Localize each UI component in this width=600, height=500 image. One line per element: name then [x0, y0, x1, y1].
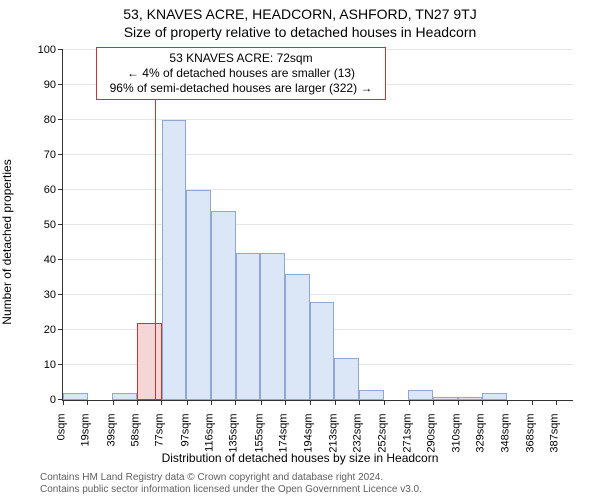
xtick-label: 58sqm	[130, 414, 141, 464]
xtick-mark	[161, 400, 162, 405]
ytick-label: 100	[16, 45, 56, 56]
ytick-mark	[58, 329, 63, 330]
grid-line	[63, 189, 573, 190]
xtick-mark	[409, 400, 410, 405]
histogram-bar	[236, 253, 261, 400]
histogram-bar	[260, 253, 285, 400]
xtick-label: 39sqm	[106, 414, 117, 464]
footer-line-2: Contains public sector information licen…	[40, 484, 422, 496]
xtick-mark	[482, 400, 483, 405]
xtick-mark	[556, 400, 557, 405]
ytick-label: 60	[16, 185, 56, 196]
xtick-label: 213sqm	[328, 414, 339, 464]
histogram-bar	[433, 397, 458, 401]
xtick-mark	[63, 400, 64, 405]
xtick-label: 348sqm	[500, 414, 511, 464]
callout-box: 53 KNAVES ACRE: 72sqm← 4% of detached ho…	[96, 47, 386, 100]
xtick-mark	[235, 400, 236, 405]
histogram-bar	[285, 274, 310, 400]
grid-line	[63, 294, 573, 295]
xtick-mark	[458, 400, 459, 405]
xtick-mark	[433, 400, 434, 405]
xtick-label: 174sqm	[278, 414, 289, 464]
histogram-bar	[211, 211, 236, 400]
xtick-label: 155sqm	[254, 414, 265, 464]
ytick-label: 70	[16, 150, 56, 161]
marker-line	[155, 50, 156, 400]
ytick-label: 40	[16, 255, 56, 266]
xtick-label: 368sqm	[526, 414, 537, 464]
chart-subtitle: Size of property relative to detached ho…	[0, 24, 600, 40]
ytick-label: 20	[16, 325, 56, 336]
xtick-label: 97sqm	[180, 414, 191, 464]
histogram-bar	[310, 302, 335, 400]
grid-line	[63, 119, 573, 120]
xtick-mark	[113, 400, 114, 405]
xtick-label: 194sqm	[304, 414, 315, 464]
xtick-mark	[335, 400, 336, 405]
callout-line-1: 53 KNAVES ACRE: 72sqm	[105, 51, 377, 66]
xtick-label: 310sqm	[452, 414, 463, 464]
xtick-mark	[310, 400, 311, 405]
histogram-bar	[359, 390, 384, 401]
ytick-label: 80	[16, 115, 56, 126]
ytick-label: 10	[16, 360, 56, 371]
xtick-label: 232sqm	[352, 414, 363, 464]
xtick-mark	[137, 400, 138, 405]
grid-line	[63, 259, 573, 260]
xtick-label: 77sqm	[155, 414, 166, 464]
ytick-mark	[58, 49, 63, 50]
ytick-mark	[58, 259, 63, 260]
callout-line-3: 96% of semi-detached houses are larger (…	[105, 81, 377, 96]
histogram-bar	[482, 393, 507, 400]
ytick-mark	[58, 294, 63, 295]
histogram-bar	[458, 397, 483, 401]
xtick-label: 290sqm	[426, 414, 437, 464]
ytick-mark	[58, 224, 63, 225]
xtick-mark	[187, 400, 188, 405]
ytick-mark	[58, 364, 63, 365]
xtick-label: 19sqm	[81, 414, 92, 464]
ytick-mark	[58, 84, 63, 85]
marker-bar	[137, 323, 162, 400]
histogram-bar	[112, 393, 137, 400]
xtick-mark	[532, 400, 533, 405]
callout-line-2: ← 4% of detached houses are smaller (13)	[105, 66, 377, 81]
xtick-mark	[261, 400, 262, 405]
ytick-mark	[58, 189, 63, 190]
y-axis-label: Number of detached properties	[0, 127, 14, 357]
histogram-bar	[334, 358, 359, 400]
ytick-mark	[58, 154, 63, 155]
xtick-mark	[359, 400, 360, 405]
xtick-label: 329sqm	[476, 414, 487, 464]
ytick-label: 50	[16, 220, 56, 231]
xtick-label: 387sqm	[550, 414, 561, 464]
xtick-mark	[285, 400, 286, 405]
grid-line	[63, 154, 573, 155]
ytick-label: 90	[16, 80, 56, 91]
footer: Contains HM Land Registry data © Crown c…	[40, 472, 422, 496]
ytick-label: 0	[16, 395, 56, 406]
ytick-mark	[58, 119, 63, 120]
xtick-mark	[507, 400, 508, 405]
xtick-label: 0sqm	[57, 414, 68, 464]
xtick-label: 271sqm	[402, 414, 413, 464]
histogram-bar	[162, 120, 187, 400]
histogram-bar	[63, 393, 88, 400]
ytick-label: 30	[16, 290, 56, 301]
xtick-label: 116sqm	[204, 414, 215, 464]
xtick-mark	[211, 400, 212, 405]
grid-line	[63, 224, 573, 225]
plot-area	[62, 50, 573, 401]
footer-line-1: Contains HM Land Registry data © Crown c…	[40, 472, 422, 484]
chart-container: 53, KNAVES ACRE, HEADCORN, ASHFORD, TN27…	[0, 0, 600, 500]
histogram-bar	[186, 190, 211, 400]
histogram-bar	[408, 390, 433, 401]
xtick-label: 252sqm	[378, 414, 389, 464]
xtick-mark	[384, 400, 385, 405]
xtick-mark	[87, 400, 88, 405]
chart-title: 53, KNAVES ACRE, HEADCORN, ASHFORD, TN27…	[0, 6, 600, 22]
xtick-label: 135sqm	[229, 414, 240, 464]
